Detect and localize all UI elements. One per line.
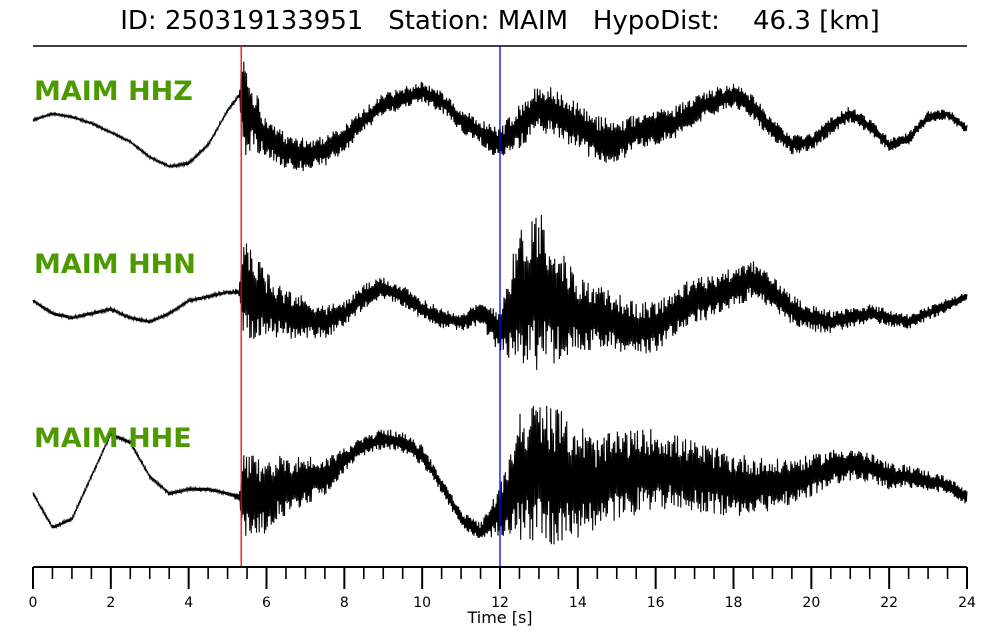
x-tick-label: 24 xyxy=(958,595,976,611)
station-value: MAIM xyxy=(497,6,569,36)
station-label: Station: xyxy=(388,6,490,36)
x-tick-label: 4 xyxy=(184,595,193,611)
x-tick-label: 2 xyxy=(106,595,115,611)
x-tick-label: 12 xyxy=(491,595,509,611)
x-tick-label: 6 xyxy=(262,595,271,611)
event-id-value: 250319133951 xyxy=(164,6,364,36)
x-tick-label: 16 xyxy=(647,595,665,611)
x-tick-label: 14 xyxy=(569,595,587,611)
trace-label-3: MAIM HHE xyxy=(34,423,192,454)
x-tick-label: 0 xyxy=(29,595,38,611)
x-tick-label: 18 xyxy=(725,595,743,611)
hypodist-value: 46.3 xyxy=(752,6,811,36)
x-tick-label: 8 xyxy=(340,595,349,611)
pick-group xyxy=(240,46,501,567)
x-tick-label: 20 xyxy=(802,595,820,611)
x-tick-label: 22 xyxy=(880,595,898,611)
hypodist-unit: [km] xyxy=(819,6,880,36)
chart-title: ID: 250319133951 Station: MAIM HypoDist:… xyxy=(0,6,1000,36)
trace-label-group: MAIM HHZ MAIM HHN MAIM HHE xyxy=(34,76,196,454)
x-tick-label: 10 xyxy=(413,595,431,611)
trace-label-1: MAIM HHZ xyxy=(34,76,193,107)
hypodist-label: HypoDist: xyxy=(592,6,720,36)
event-id-label: ID: xyxy=(120,6,157,36)
trace-label-2: MAIM HHN xyxy=(34,249,196,280)
x-axis-label: Time [s] xyxy=(466,608,532,627)
